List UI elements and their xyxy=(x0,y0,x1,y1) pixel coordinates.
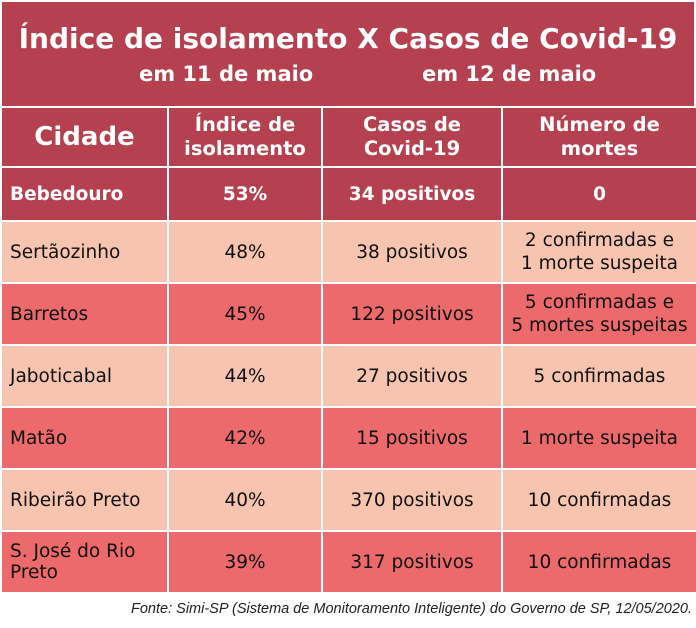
cases-cell: 34 positivos xyxy=(323,168,501,220)
title-banner: Índice de isolamento X Casos de Covid-19… xyxy=(2,2,694,106)
deaths-line: 10 confirmadas xyxy=(527,551,672,573)
deaths-cell: 10 confirmadas xyxy=(503,532,696,592)
header-isolation: Índice de isolamento xyxy=(169,108,321,166)
table-row: Sertãozinho 48% 38 positivos 2 confirmad… xyxy=(2,222,696,282)
deaths-cell: 5 confirmadas e 5 mortes suspeitas xyxy=(503,284,696,344)
table-row: Bebedouro 53% 34 positivos 0 xyxy=(2,168,696,220)
deaths-line: 2 confirmadas e xyxy=(524,230,675,251)
cases-cell: 317 positivos xyxy=(323,532,501,592)
title-date-isolation: em 11 de maio xyxy=(139,62,314,86)
deaths-cell: 2 confirmadas e 1 morte suspeita xyxy=(503,222,696,282)
header-deaths-line2: mortes xyxy=(560,137,639,160)
table-row: Matão 42% 15 positivos 1 morte suspeita xyxy=(2,408,696,468)
deaths-line: 1 morte suspeita xyxy=(521,427,678,449)
header-deaths-line1: Número de xyxy=(539,113,660,136)
source-footnote: Fonte: Simi-SP (Sistema de Monitoramento… xyxy=(131,601,692,617)
covid-table: Cidade Índice de isolamento Casos de Cov… xyxy=(0,106,696,594)
deaths-line: 5 confirmadas e xyxy=(524,292,675,313)
isolation-cell: 42% xyxy=(169,408,321,468)
deaths-line: 10 confirmadas xyxy=(527,489,672,511)
isolation-cell: 44% xyxy=(169,346,321,406)
city-cell: Matão xyxy=(2,408,167,468)
header-cases-line2: Covid-19 xyxy=(363,137,461,160)
cases-cell: 15 positivos xyxy=(323,408,501,468)
deaths-line: 0 xyxy=(593,183,606,205)
city-cell: S. José do Rio Preto xyxy=(2,532,167,592)
header-isolation-line2: isolamento xyxy=(184,137,306,160)
table-row: Jaboticabal 44% 27 positivos 5 confirmad… xyxy=(2,346,696,406)
isolation-cell: 40% xyxy=(169,470,321,530)
city-cell: Barretos xyxy=(2,284,167,344)
cases-cell: 122 positivos xyxy=(323,284,501,344)
city-cell: Sertãozinho xyxy=(2,222,167,282)
table-row: Barretos 45% 122 positivos 5 confirmadas… xyxy=(2,284,696,344)
header-cases-line1: Casos de xyxy=(362,113,462,136)
deaths-cell: 1 morte suspeita xyxy=(503,408,696,468)
header-city: Cidade xyxy=(2,108,167,166)
deaths-line: 5 confirmadas xyxy=(533,365,666,387)
header-deaths: Número de mortes xyxy=(503,108,696,166)
deaths-line: 5 mortes suspeitas xyxy=(511,315,688,336)
table-row: Ribeirão Preto 40% 370 positivos 10 conf… xyxy=(2,470,696,530)
header-isolation-line1: Índice de xyxy=(194,113,296,136)
table-row: S. José do Rio Preto 39% 317 positivos 1… xyxy=(2,532,696,592)
city-cell: Ribeirão Preto xyxy=(2,470,167,530)
title-date-cases: em 12 de maio xyxy=(422,62,597,86)
city-cell: Jaboticabal xyxy=(2,346,167,406)
deaths-cell: 10 confirmadas xyxy=(503,470,696,530)
page-title: Índice de isolamento X Casos de Covid-19 xyxy=(18,22,678,55)
city-cell: Bebedouro xyxy=(2,168,167,220)
cases-cell: 370 positivos xyxy=(323,470,501,530)
deaths-cell: 0 xyxy=(503,168,696,220)
table-header-row: Cidade Índice de isolamento Casos de Cov… xyxy=(2,108,696,166)
deaths-cell: 5 confirmadas xyxy=(503,346,696,406)
header-cases: Casos de Covid-19 xyxy=(323,108,501,166)
deaths-line: 1 morte suspeita xyxy=(521,253,678,274)
isolation-cell: 39% xyxy=(169,532,321,592)
isolation-cell: 53% xyxy=(169,168,321,220)
cases-cell: 27 positivos xyxy=(323,346,501,406)
isolation-cell: 45% xyxy=(169,284,321,344)
isolation-cell: 48% xyxy=(169,222,321,282)
cases-cell: 38 positivos xyxy=(323,222,501,282)
